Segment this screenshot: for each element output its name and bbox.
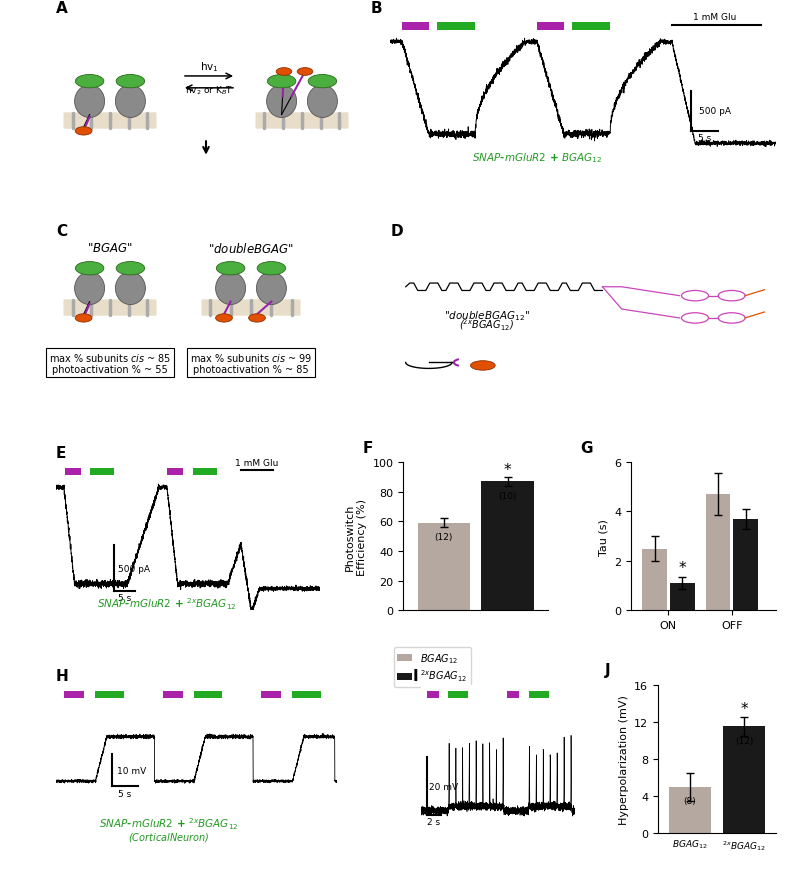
- Circle shape: [215, 315, 232, 323]
- Ellipse shape: [256, 273, 286, 305]
- Bar: [448, 691, 468, 698]
- Text: 10 mV: 10 mV: [117, 766, 146, 774]
- Ellipse shape: [75, 75, 104, 89]
- Bar: [734, 519, 758, 610]
- Bar: [262, 691, 281, 698]
- Bar: [65, 691, 84, 698]
- Ellipse shape: [307, 86, 338, 118]
- Bar: [194, 691, 222, 698]
- Text: 1 mM Glu: 1 mM Glu: [693, 13, 736, 22]
- Circle shape: [470, 361, 495, 371]
- Text: $\it{SNAP}$-$\it{mGluR2}$ + $^{2x}$$\it{BGAG}$$_{12}$: $\it{SNAP}$-$\it{mGluR2}$ + $^{2x}$$\it{…: [97, 596, 237, 611]
- Bar: [426, 691, 439, 698]
- Bar: [402, 24, 429, 31]
- Ellipse shape: [266, 86, 297, 118]
- Bar: [163, 691, 182, 698]
- Bar: [482, 481, 534, 610]
- Ellipse shape: [74, 273, 105, 305]
- Bar: [437, 24, 475, 31]
- Text: (10): (10): [498, 491, 517, 500]
- Bar: [723, 726, 766, 833]
- Ellipse shape: [216, 262, 245, 275]
- Bar: [507, 691, 519, 698]
- Circle shape: [297, 68, 313, 76]
- Text: *: *: [740, 702, 748, 717]
- Text: 5 s: 5 s: [118, 594, 131, 602]
- Legend: $\it{BGAG}_{12}$, $^{2x}\it{BGAG}_{12}$: $\it{BGAG}_{12}$, $^{2x}\it{BGAG}_{12}$: [394, 647, 471, 688]
- Text: *: *: [504, 462, 511, 477]
- Text: *: *: [678, 560, 686, 575]
- Text: max % subunits $cis$ ~ 99
photoactivation % ~ 85: max % subunits $cis$ ~ 99 photoactivatio…: [190, 352, 312, 374]
- Y-axis label: Tau (s): Tau (s): [598, 518, 609, 555]
- Text: 500 pA: 500 pA: [118, 564, 150, 573]
- Text: "$\it{BGAG}$": "$\it{BGAG}$": [87, 241, 133, 254]
- Y-axis label: Hyperpolarization (mV): Hyperpolarization (mV): [618, 694, 629, 824]
- Text: G: G: [581, 440, 593, 455]
- Text: hv$_2$ or K$_B$T: hv$_2$ or K$_B$T: [185, 84, 233, 96]
- Text: D: D: [390, 224, 403, 239]
- Text: max % subunits $cis$ ~ 85
photoactivation % ~ 55: max % subunits $cis$ ~ 85 photoactivatio…: [49, 352, 171, 374]
- Text: B: B: [371, 1, 382, 16]
- Circle shape: [276, 68, 292, 76]
- Text: 5 s: 5 s: [698, 133, 711, 143]
- Ellipse shape: [216, 273, 246, 305]
- FancyBboxPatch shape: [202, 300, 301, 317]
- Bar: [537, 24, 564, 31]
- Text: 2 s: 2 s: [427, 817, 440, 826]
- Bar: [706, 495, 730, 610]
- Bar: [66, 468, 81, 475]
- Circle shape: [75, 315, 92, 323]
- Y-axis label: Photoswitch
Efficiency (%): Photoswitch Efficiency (%): [346, 498, 367, 575]
- Ellipse shape: [75, 262, 104, 275]
- Bar: [90, 468, 114, 475]
- Ellipse shape: [116, 75, 145, 89]
- Text: "doubleBGAG$_{12}$": "doubleBGAG$_{12}$": [444, 309, 530, 323]
- FancyBboxPatch shape: [255, 113, 349, 130]
- Bar: [95, 691, 123, 698]
- Text: $\it{SNAP}$-$\it{mGluR2}$ + $^{2x}$$\it{BGAG}$$_{12}$: $\it{SNAP}$-$\it{mGluR2}$ + $^{2x}$$\it{…: [99, 816, 238, 831]
- Text: ($^{2x}$BGAG$_{12}$): ($^{2x}$BGAG$_{12}$): [459, 317, 514, 332]
- Text: E: E: [56, 446, 66, 461]
- Bar: [194, 468, 217, 475]
- Bar: [293, 691, 321, 698]
- Text: I: I: [413, 668, 418, 683]
- Text: H: H: [56, 668, 69, 683]
- Text: A: A: [56, 1, 68, 16]
- Text: $\it{SNAP}$-$\it{mGluR2}$ + $\it{BGAG}$$_{12}$: $\it{SNAP}$-$\it{mGluR2}$ + $\it{BGAG}$$…: [472, 152, 602, 165]
- Bar: [418, 524, 470, 610]
- Text: (12): (12): [434, 532, 453, 541]
- Bar: [670, 583, 694, 610]
- Bar: [571, 24, 610, 31]
- Text: 1 mM Glu: 1 mM Glu: [235, 459, 278, 467]
- Text: 500 pA: 500 pA: [699, 107, 731, 116]
- Text: ($\it{Cortical Neuron}$): ($\it{Cortical Neuron}$): [128, 830, 210, 843]
- Text: (8): (8): [683, 796, 696, 805]
- Text: "$\it{doubleBGAG}$": "$\it{doubleBGAG}$": [208, 241, 294, 255]
- Circle shape: [249, 315, 266, 323]
- Ellipse shape: [115, 273, 146, 305]
- Text: C: C: [56, 224, 67, 239]
- Bar: [642, 549, 667, 610]
- Bar: [167, 468, 182, 475]
- Ellipse shape: [308, 75, 337, 89]
- Ellipse shape: [267, 75, 296, 89]
- Ellipse shape: [116, 262, 145, 275]
- Bar: [669, 787, 711, 833]
- Text: J: J: [605, 662, 610, 677]
- Ellipse shape: [115, 86, 146, 118]
- Bar: [529, 691, 549, 698]
- Text: (12): (12): [735, 737, 754, 745]
- FancyBboxPatch shape: [63, 300, 157, 317]
- Text: F: F: [362, 440, 373, 455]
- Text: 20 mV: 20 mV: [429, 782, 458, 791]
- Text: 5 s: 5 s: [118, 789, 131, 798]
- Ellipse shape: [74, 86, 105, 118]
- FancyBboxPatch shape: [63, 113, 157, 130]
- Ellipse shape: [257, 262, 286, 275]
- Circle shape: [75, 127, 92, 136]
- Text: hv$_1$: hv$_1$: [199, 61, 218, 74]
